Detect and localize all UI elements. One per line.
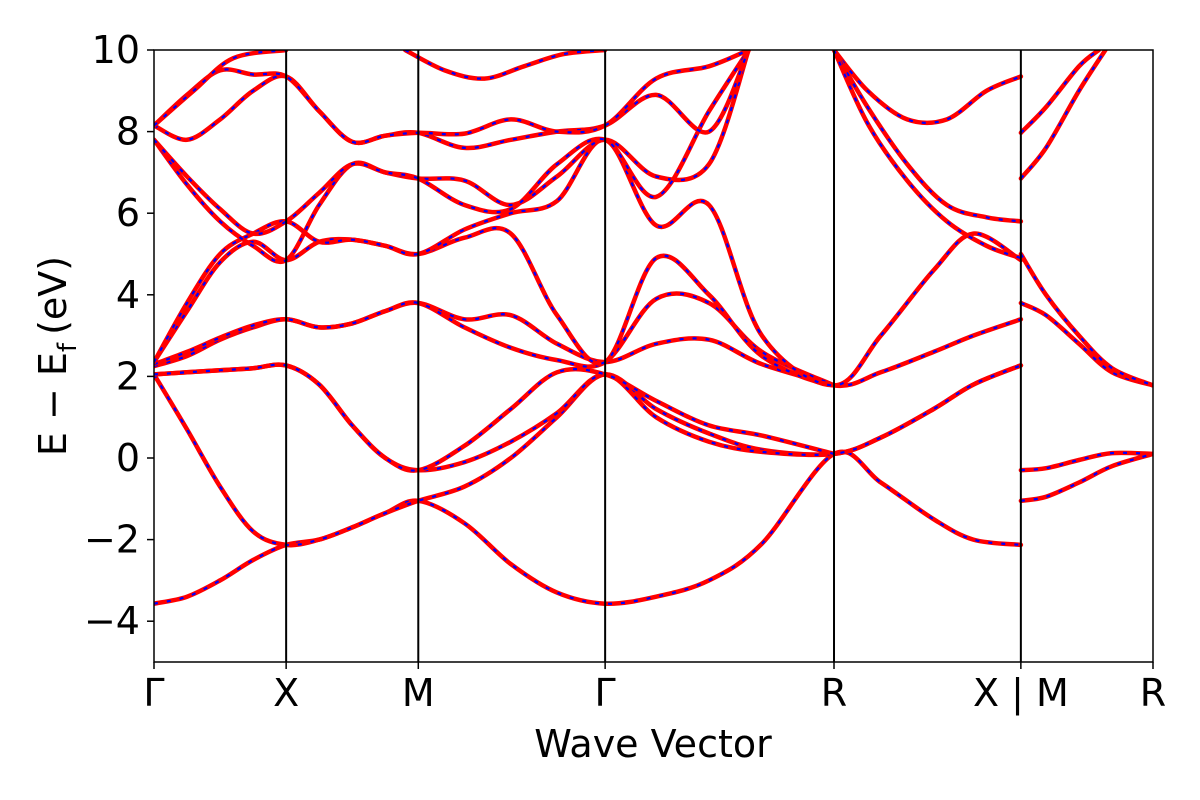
y-tick-label: 2 (116, 354, 140, 398)
band-3-line (154, 362, 1024, 473)
y-tick-label: 10 (92, 28, 140, 72)
band-5-line (154, 300, 837, 388)
x-tick-label: Γ (595, 671, 616, 715)
band-13-overlay (154, 50, 287, 127)
band-16-line (831, 50, 1024, 224)
band-18-overlay (1020, 451, 1153, 472)
band-7-overlay (154, 227, 1022, 387)
x-tick-label: R (821, 671, 847, 715)
band-8-line (154, 137, 1024, 388)
y-tick-label: −4 (84, 599, 140, 643)
band-23-overlay (1020, 50, 1100, 134)
x-tick-label: R (1140, 671, 1166, 715)
band-20-line (1018, 300, 1153, 388)
x-tick-label: Γ (143, 671, 164, 715)
band-21-overlay (1019, 253, 1153, 387)
band-7-line (154, 226, 1024, 389)
y-axis-label-subscript: f (53, 342, 83, 352)
band-17-line (831, 50, 1024, 261)
y-axis-label-unit: (eV) (31, 256, 75, 335)
x-axis-label: Wave Vector (534, 722, 772, 766)
x-tick-label: M (402, 671, 435, 715)
band-13-line (154, 50, 289, 128)
plot-frame (153, 49, 1154, 663)
y-tick-label: 6 (116, 191, 140, 235)
band-4-overlay (154, 363, 835, 472)
band-2-line (154, 363, 1024, 548)
band-15-overlay (833, 50, 1022, 125)
y-tick-label: 8 (116, 110, 140, 154)
y-axis-label: E − Ef (eV) (31, 256, 83, 456)
high-symmetry-lines (285, 50, 1022, 662)
band-12-overlay (154, 50, 750, 144)
band-17-overlay (833, 50, 1022, 260)
band-21-line (1018, 251, 1153, 388)
y-axis-ticks: −4 −2 0 2 4 6 8 10 (84, 28, 154, 643)
band-lines (154, 50, 1153, 606)
band-19-line (1018, 451, 1153, 504)
x-tick-label: X (273, 671, 299, 715)
band-1-overlay (154, 450, 1022, 605)
band-6-line (154, 291, 837, 388)
y-tick-label: 0 (116, 436, 140, 480)
band-14-overlay (404, 50, 606, 80)
band-19-overlay (1020, 452, 1153, 502)
band-2-overlay (154, 364, 1022, 547)
band-16-overlay (833, 50, 1022, 223)
band-1-line (154, 449, 1024, 606)
y-tick-label: −2 (84, 518, 140, 562)
x-tick-label: X | M (973, 671, 1069, 716)
y-tick-label: 4 (116, 273, 140, 317)
band-10-overlay (154, 50, 750, 236)
band-22-overlay (1020, 50, 1107, 180)
x-axis-ticks: Γ X M Γ R X | M R (143, 662, 1166, 716)
band-4-line (154, 362, 837, 473)
y-axis-label-main: E − E (31, 352, 75, 456)
